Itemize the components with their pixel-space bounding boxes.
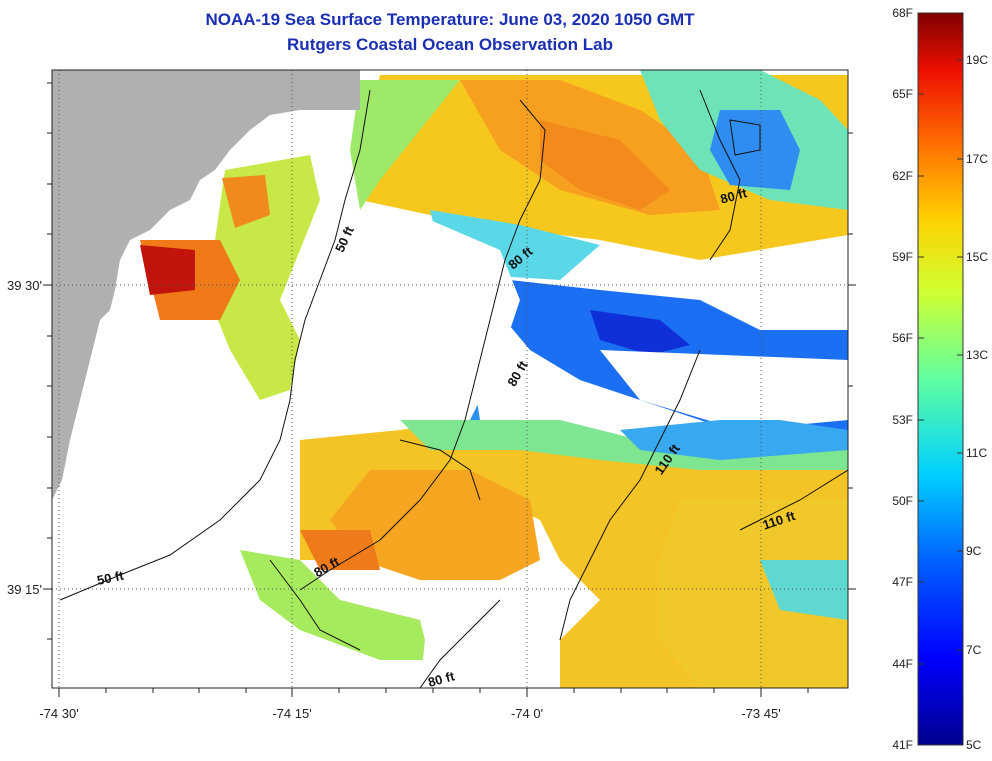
colorbar-c-label: 19C: [966, 53, 988, 67]
lat-label: 39 30': [7, 278, 42, 293]
colorbar-c-label: 5C: [966, 738, 982, 752]
back-bay-no-data: [100, 330, 180, 410]
temperature-field: 50 ft 80 ft 80 ft 80 ft 110 ft 110 ft 50…: [52, 70, 848, 690]
orange-core-south: [330, 470, 540, 580]
bathymetry-contours: [59, 89, 848, 688]
coldest-core: [590, 310, 690, 355]
colorbar-f-label: 68F: [892, 6, 913, 20]
lon-label: -74 0': [511, 706, 543, 721]
green-patch-sw: [240, 550, 430, 660]
colorbar-f-label: 50F: [892, 494, 913, 508]
bay-orange: [222, 175, 270, 228]
colorbar-f-label: 65F: [892, 87, 913, 101]
lat-label: 39 15': [7, 582, 42, 597]
colorbar-f-label: 41F: [892, 738, 913, 752]
contour-label: 80 ft: [426, 668, 456, 690]
colorbar-c-label: 15C: [966, 250, 988, 264]
colorbar-c-label: 7C: [966, 643, 982, 657]
colorbar-f-label: 56F: [892, 331, 913, 345]
colorbar-gradient: [917, 12, 964, 746]
blue-patch-ne: [710, 110, 800, 190]
nearshore-red: [140, 245, 195, 295]
colorbar-f-label: 62F: [892, 169, 913, 183]
map-title: NOAA-19 Sea Surface Temperature: June 03…: [205, 10, 695, 29]
cyan-patch-se: [760, 560, 848, 620]
colorbar-c-label: 11C: [966, 446, 987, 460]
contour-label: 50 ft: [96, 568, 126, 588]
orange-spot-sw: [300, 530, 380, 570]
land-new-jersey: [52, 70, 330, 500]
no-data-south: [420, 590, 560, 688]
no-data-east: [600, 350, 848, 430]
graticule: [52, 70, 848, 688]
orange-spot-north: [540, 120, 670, 210]
map-subtitle: Rutgers Coastal Ocean Observation Lab: [287, 35, 613, 54]
map-frame: [51, 69, 849, 689]
lon-label: -74 15': [272, 706, 311, 721]
colorbar-c-label: 13C: [966, 348, 988, 362]
colorbar-f-label: 59F: [892, 250, 913, 264]
blue-band-south: [620, 420, 848, 460]
lon-label: -74 30': [39, 706, 78, 721]
colorbar-c-label: 17C: [966, 152, 988, 166]
green-band-nw: [350, 80, 460, 210]
contour-label: 80 ft: [719, 185, 749, 207]
colorbar-f-label: 47F: [892, 575, 913, 589]
land-north: [52, 70, 360, 110]
colorbar-f-label: 44F: [892, 657, 913, 671]
colorbar-c-label: 9C: [966, 544, 982, 558]
warm-water-se: [660, 500, 848, 688]
cloud-center: [300, 210, 520, 440]
lon-label: -73 45': [741, 706, 780, 721]
colorbar: 68F 65F 62F 59F 56F 53F 50F 47F 44F 41F …: [892, 6, 988, 752]
axis-ticks: [43, 82, 856, 697]
colorbar-f-label: 53F: [892, 413, 913, 427]
